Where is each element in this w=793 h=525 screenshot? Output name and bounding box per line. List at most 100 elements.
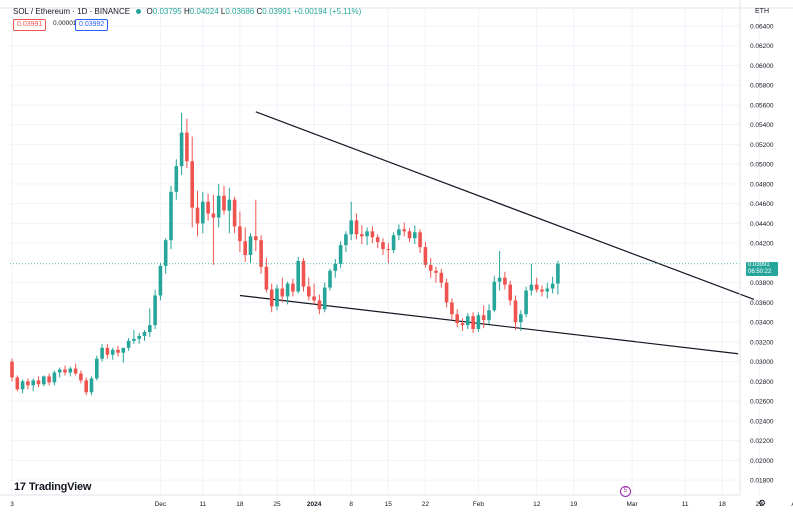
candle-down [386, 249, 391, 251]
price-axis[interactable]: 0.06400 0.06200 0.06000 0.05800 0.05600 0.054… [739, 0, 774, 495]
candle-down [423, 247, 428, 265]
y-tick-label: 0.06400 [750, 23, 774, 30]
candle-up [519, 314, 523, 323]
x-tick-label: 18 [719, 501, 727, 508]
y-tick-label: 0.04800 [750, 181, 774, 188]
candle-down [195, 207, 200, 224]
y-tick-label: 0.01800 [750, 478, 774, 485]
candle-down [354, 220, 359, 235]
tradingview-logo-text: TradingView [28, 481, 92, 493]
candle-up [487, 310, 491, 321]
candle-down [15, 377, 20, 390]
x-tick-label: 11 [199, 501, 206, 508]
symbol-title[interactable]: SOL / Ethereum · 1D · BINANCE [13, 7, 131, 16]
candle-down [10, 361, 14, 378]
candle-up [179, 132, 184, 167]
candle-up [142, 332, 147, 336]
candle-down [508, 284, 512, 301]
candlestick-series [10, 112, 560, 396]
candle-up [216, 195, 221, 218]
buy-button[interactable]: 0.03992 [75, 19, 109, 31]
x-tick-label: Mar [626, 501, 638, 508]
candle-up [158, 265, 163, 296]
trendlines [239, 111, 755, 355]
candle-down [407, 231, 412, 239]
x-tick-label: Apr [791, 501, 793, 508]
candle-down [513, 300, 518, 323]
candle-down [434, 270, 438, 273]
candle-down [116, 349, 120, 353]
y-tick-label: 0.06000 [750, 63, 774, 70]
candle-down [444, 282, 449, 303]
x-tick-label: Dec [155, 501, 167, 508]
candle-up [121, 347, 126, 353]
x-tick-label: 22 [422, 501, 430, 508]
currency-label[interactable]: ETH [755, 8, 769, 15]
x-tick-label: 15 [385, 501, 393, 508]
sell-button[interactable]: 0.03991 [13, 19, 47, 31]
y-tick-label: 0.06200 [750, 43, 774, 50]
close-value: 0.03991 [262, 7, 292, 16]
candle-down [402, 229, 406, 232]
y-tick-label: 0.05400 [750, 122, 774, 129]
y-tick-label: 0.02200 [750, 438, 774, 445]
time-axis[interactable]: 3 Dec 11 18 25 2024 8 15 22 Feb 12 19 Mar 11 18 25 Apr [0, 494, 793, 508]
candle-down [481, 315, 486, 321]
x-tick-label: 11 [682, 501, 689, 508]
candle-up [201, 201, 205, 224]
candle-up [333, 263, 338, 271]
x-tick-label: 25 [756, 501, 764, 508]
x-tick-label: 2024 [307, 501, 322, 508]
candle-down [375, 237, 380, 243]
candle-down [428, 264, 433, 271]
last-price-tag: 0.03991 06:50:22 [746, 262, 778, 276]
candle-up [492, 281, 497, 311]
candle-down [503, 277, 507, 285]
last-price-value: 0.03991 [748, 262, 770, 268]
y-tick-label: 0.04600 [750, 201, 774, 208]
bar-countdown: 06:50:22 [748, 269, 772, 275]
candle-up [397, 229, 401, 236]
tradingview-logo-icon: 17 [14, 481, 26, 493]
candle-up [227, 199, 232, 211]
x-tick-label: 12 [533, 501, 541, 508]
candle-down [540, 289, 544, 292]
y-tick-label: 0.04200 [750, 241, 774, 248]
candle-down [264, 266, 269, 290]
x-tick-label: 25 [273, 501, 281, 508]
low-value: 0.03686 [225, 7, 255, 16]
y-tick-label: 0.05000 [750, 162, 774, 169]
candle-up [476, 315, 481, 330]
candle-up [31, 380, 35, 386]
candle-up [344, 234, 348, 246]
candle-up [391, 235, 396, 251]
candle-up [349, 220, 353, 235]
candle-up [497, 277, 502, 282]
close-label: C [256, 7, 263, 16]
x-tick-label: 18 [236, 501, 244, 508]
candle-up [285, 283, 290, 297]
y-tick-label: 0.05600 [750, 102, 774, 109]
candle-down [269, 289, 274, 307]
candle-down [79, 373, 83, 381]
candle-up [466, 316, 470, 326]
candle-down [222, 195, 226, 211]
candle-down [360, 234, 364, 237]
gear-icon[interactable]: ⚙ [758, 498, 767, 508]
tradingview-logo[interactable]: 17 TradingView [14, 481, 91, 493]
candle-down [232, 199, 237, 227]
y-tick-label: 0.03600 [750, 300, 774, 307]
y-tick-label: 0.03800 [750, 280, 774, 287]
change-value: +0.00194 (+5.11%) [293, 7, 362, 16]
candle-down [259, 240, 263, 267]
candle-up [57, 369, 62, 373]
candle-down [47, 376, 51, 383]
candle-up [338, 245, 343, 264]
candle-up [556, 263, 560, 284]
candle-down [450, 302, 454, 315]
y-tick-label: 0.02000 [750, 458, 774, 465]
candle-down [381, 242, 385, 250]
candle-up [163, 240, 168, 266]
event-marker-icon[interactable]: 5 [620, 486, 631, 497]
